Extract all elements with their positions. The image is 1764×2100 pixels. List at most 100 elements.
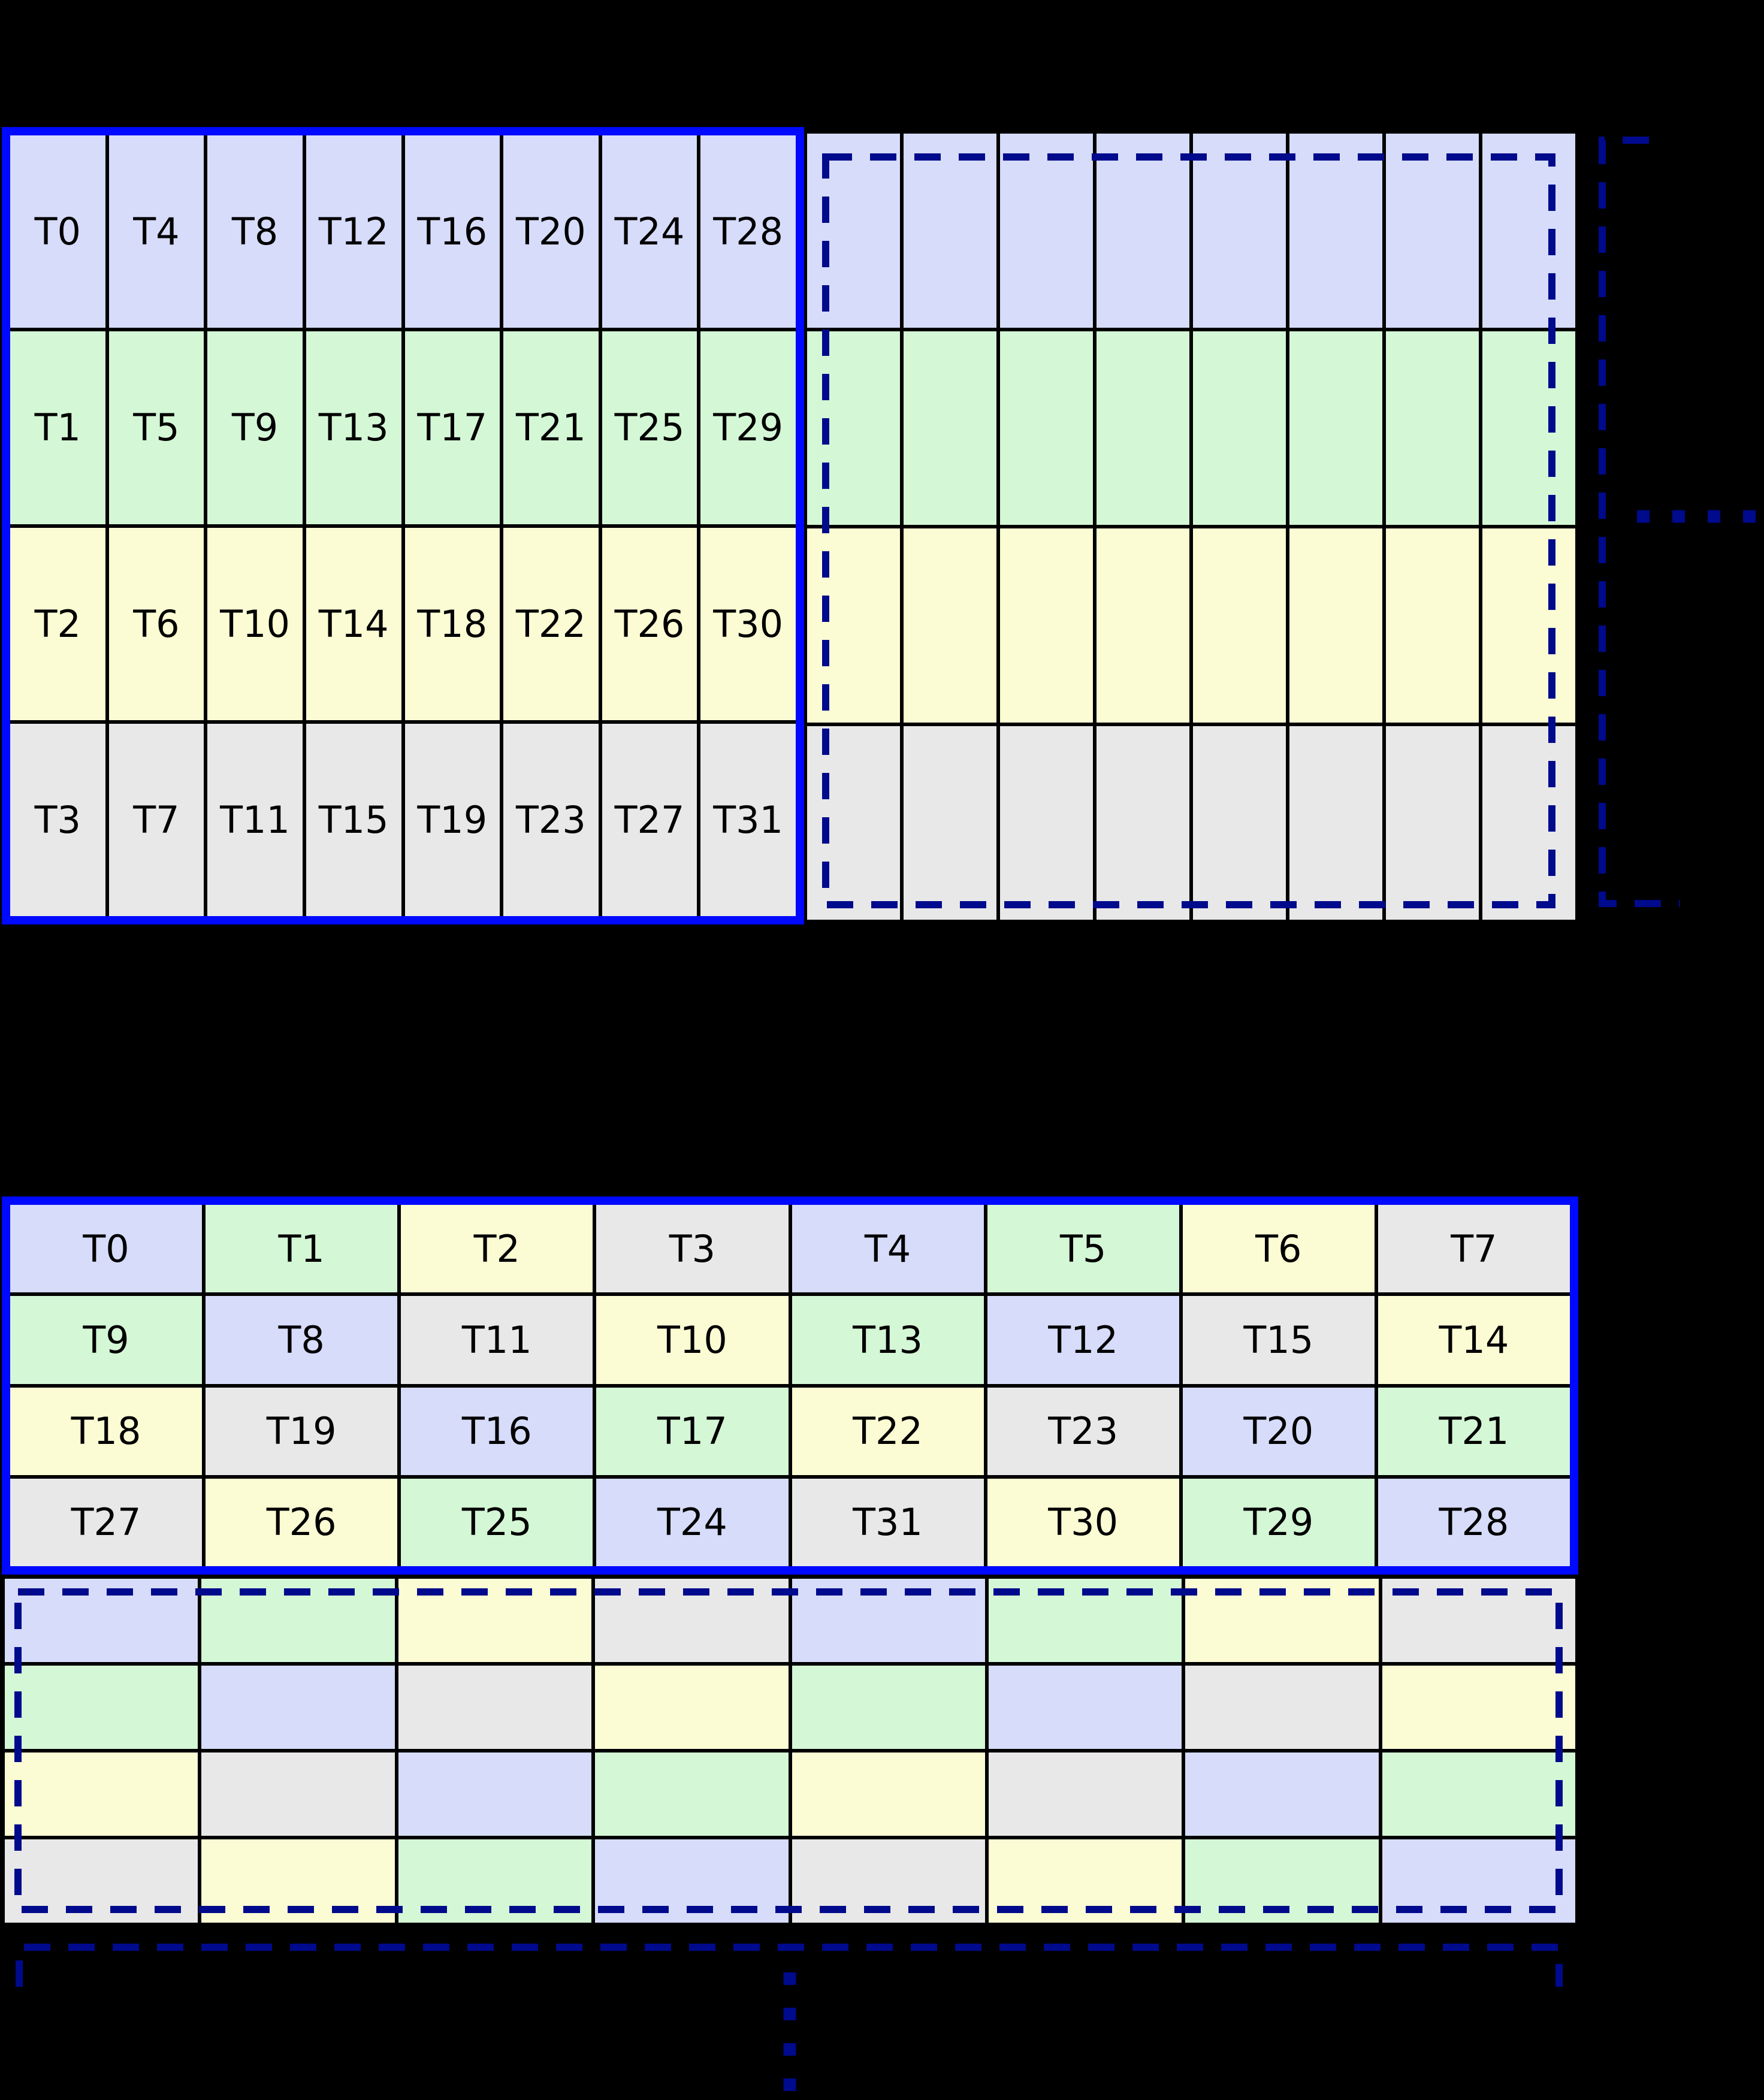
- thread-label: T15: [318, 797, 389, 842]
- thread-label: T20: [516, 210, 586, 254]
- thread-label: T28: [1439, 1500, 1509, 1545]
- grid-cell: [1000, 528, 1093, 723]
- grid-cell: [988, 1579, 1182, 1662]
- grid-cell: [398, 1839, 592, 1923]
- grid-cell: [1386, 726, 1479, 920]
- thread-label: T1: [278, 1226, 325, 1271]
- thread-cell-t17: T17: [596, 1387, 789, 1475]
- thread-cell-t12: T12: [306, 135, 401, 328]
- grid-cell: [595, 1752, 789, 1836]
- thread-cell-t0: T0: [10, 135, 105, 328]
- thread-cell-t11: T11: [207, 723, 303, 916]
- grid-cell: [1193, 134, 1286, 328]
- thread-label: T30: [1048, 1500, 1119, 1545]
- thread-label: T11: [220, 797, 290, 842]
- grid-cell: [988, 1752, 1182, 1836]
- thread-cell-t13: T13: [792, 1296, 984, 1384]
- thread-cell-t4: T4: [108, 135, 204, 328]
- thread-cell-t24: T24: [596, 1478, 789, 1566]
- thread-cell-t19: T19: [206, 1387, 398, 1475]
- right-continuation-bracket: [1599, 137, 1680, 907]
- grid-cell: [1000, 726, 1093, 920]
- thread-label: T10: [657, 1318, 727, 1362]
- thread-cell-t3: T3: [10, 723, 105, 916]
- thread-label: T29: [713, 406, 784, 450]
- grid-cell: [1382, 1752, 1575, 1836]
- thread-label: T24: [657, 1500, 727, 1545]
- grid-cell: [1386, 331, 1479, 525]
- thread-label: T3: [34, 797, 81, 842]
- thread-cell-t5: T5: [108, 331, 204, 524]
- grid-cell: [1185, 1839, 1379, 1923]
- thread-cell-t13: T13: [306, 331, 401, 524]
- thread-label: T30: [713, 602, 784, 646]
- thread-label: T7: [1451, 1226, 1497, 1271]
- grid-cell: [5, 1666, 198, 1749]
- grid-cell: [1185, 1666, 1379, 1749]
- thread-cell-t20: T20: [1182, 1387, 1375, 1475]
- thread-cell-t25: T25: [401, 1478, 593, 1566]
- thread-cell-t11: T11: [401, 1296, 593, 1384]
- grid-cell: [1097, 726, 1189, 920]
- thread-cell-t26: T26: [206, 1478, 398, 1566]
- thread-label: T31: [853, 1500, 923, 1545]
- thread-label: T18: [417, 602, 488, 646]
- thread-label: T5: [133, 406, 180, 450]
- thread-label: T7: [133, 797, 180, 842]
- grid-cell: [1193, 528, 1286, 723]
- thread-cell-t6: T6: [108, 527, 204, 720]
- thread-cell-t3: T3: [596, 1205, 789, 1293]
- thread-label: T26: [266, 1500, 337, 1545]
- thread-label: T12: [1048, 1318, 1119, 1362]
- grid-cell: [1000, 134, 1093, 328]
- grid-cell: [807, 134, 900, 328]
- grid-cell: [904, 726, 996, 920]
- thread-label: T9: [231, 406, 279, 450]
- thread-label: T5: [1060, 1226, 1107, 1271]
- thread-cell-t31: T31: [700, 723, 796, 916]
- thread-cell-t15: T15: [1182, 1296, 1375, 1384]
- thread-cell-t7: T7: [1378, 1205, 1570, 1293]
- grid-cell: [792, 1752, 985, 1836]
- thread-cell-t10: T10: [596, 1296, 789, 1384]
- grid-cell: [792, 1666, 985, 1749]
- thread-label: T9: [83, 1318, 129, 1362]
- thread-cell-t22: T22: [792, 1387, 984, 1475]
- thread-cell-t21: T21: [503, 331, 599, 524]
- thread-label: T17: [657, 1409, 727, 1454]
- thread-cell-t8: T8: [206, 1296, 398, 1384]
- grid-cell: [1185, 1579, 1379, 1662]
- grid-cell: [1482, 528, 1575, 723]
- thread-label: T26: [614, 602, 685, 646]
- swizzled-layout-grid: T0 T1 T2 T3 T4 T5 T6 T7 T9 T8 T11 T10 T13 T12 T15 T14 T1…: [2, 1196, 1578, 1575]
- grid-cell: [1382, 1579, 1575, 1662]
- thread-label: T4: [133, 210, 180, 254]
- thread-cell-t18: T18: [10, 1387, 203, 1475]
- thread-cell-t28: T28: [700, 135, 796, 328]
- grid-cell: [595, 1579, 789, 1662]
- thread-label: T29: [1243, 1500, 1314, 1545]
- thread-cell-t10: T10: [207, 527, 303, 720]
- thread-label: T18: [71, 1409, 141, 1454]
- grid-cell: [988, 1839, 1182, 1923]
- thread-cell-t27: T27: [10, 1478, 203, 1566]
- thread-label: T8: [278, 1318, 325, 1362]
- thread-label: T0: [83, 1226, 129, 1271]
- thread-label: T13: [318, 406, 389, 450]
- thread-label: T28: [713, 210, 784, 254]
- thread-cell-t8: T8: [207, 135, 303, 328]
- thread-label: T12: [318, 210, 389, 254]
- thread-label: T20: [1243, 1409, 1314, 1454]
- grid-cell: [1482, 726, 1575, 920]
- thread-label: T16: [461, 1409, 532, 1454]
- thread-cell-t24: T24: [602, 135, 697, 328]
- thread-label: T22: [853, 1409, 923, 1454]
- thread-label: T17: [417, 406, 488, 450]
- grid-cell: [5, 1752, 198, 1836]
- thread-label: T3: [669, 1226, 716, 1271]
- thread-cell-t16: T16: [401, 1387, 593, 1475]
- thread-cell-t19: T19: [404, 723, 500, 916]
- thread-cell-t5: T5: [987, 1205, 1179, 1293]
- thread-label: T19: [266, 1409, 337, 1454]
